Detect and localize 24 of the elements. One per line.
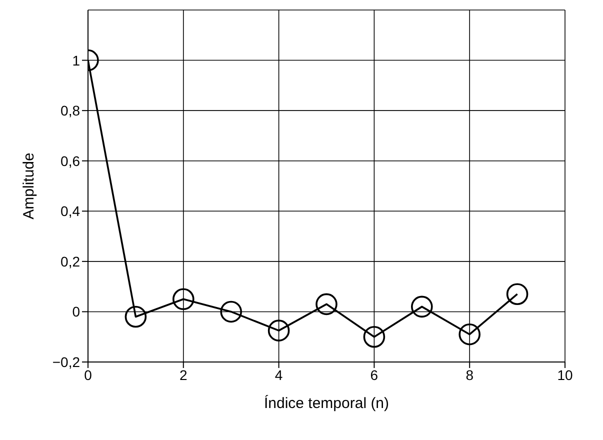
y-tick-label: 0,2	[60, 253, 80, 270]
y-tick-label: −0,2	[52, 354, 80, 370]
point	[172, 288, 194, 310]
point	[220, 300, 242, 323]
x-tick-label: 10	[557, 366, 573, 383]
point	[506, 283, 528, 306]
x-tick-label: 2	[180, 366, 188, 383]
y-tick-label: 0	[72, 304, 80, 320]
point	[316, 293, 338, 316]
y-tick-label: 1	[72, 52, 80, 68]
y-tick-label: 0,8	[60, 102, 80, 119]
x-tick-label: 0	[84, 366, 92, 383]
y-axis-title: Amplitude	[20, 152, 38, 220]
point	[458, 323, 480, 346]
x-tick-label: 4	[274, 366, 283, 383]
y-tick-label: 0,4	[60, 203, 80, 220]
point	[124, 306, 147, 328]
x-tick-label: 6	[370, 366, 378, 383]
point	[411, 296, 433, 318]
y-tick-label: 0,6	[60, 152, 80, 169]
x-axis-title: Índice temporal (n)	[264, 394, 390, 412]
point	[363, 326, 386, 348]
x-tick-label: 8	[466, 366, 474, 383]
point	[268, 320, 290, 342]
